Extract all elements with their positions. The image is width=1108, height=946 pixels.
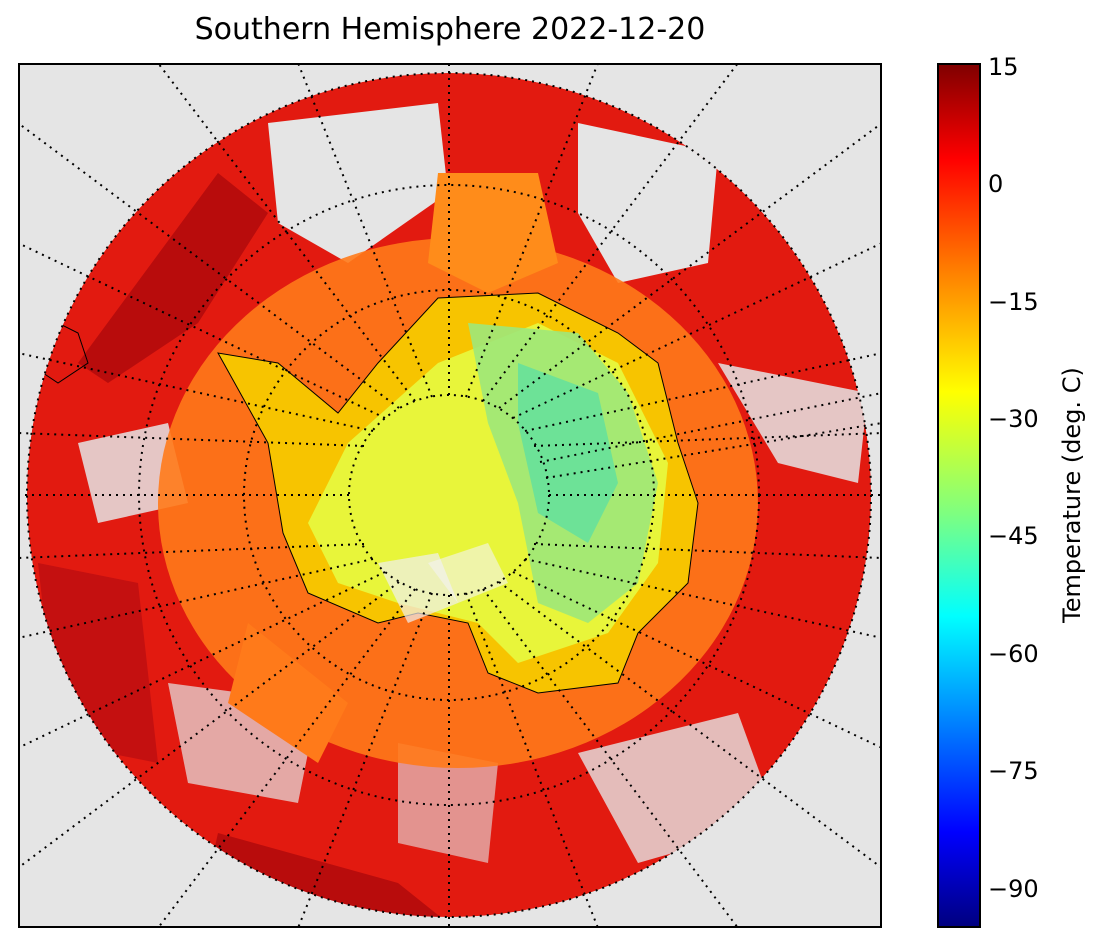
colorbar-tick-label: −90 [988,875,1039,903]
cloud-gap [398,743,498,863]
colorbar-tick-label: 0 [988,170,1004,198]
map-title: Southern Hemisphere 2022-12-20 [194,12,706,47]
colorbar-tick-label: −75 [988,757,1039,785]
colorbar-label: Temperature (deg. C) [1058,367,1086,623]
colorbar-tick-label: 15 [988,53,1019,81]
coldest-plateau [518,363,618,543]
cloud-gap [268,103,448,263]
colorbar-tick-label: −15 [988,288,1039,316]
cold-cloud-band [228,623,348,763]
cloud-gap [718,363,868,483]
colorbar-tick-label: −45 [988,522,1039,550]
map-border [18,63,882,928]
warm-patch [78,173,268,383]
temperature-field [27,73,871,917]
cloud-gap [578,123,718,283]
colorbar-gradient [937,63,981,928]
ice-shelf-gap [428,543,508,603]
polar-map[interactable] [18,63,882,928]
graticule [18,63,882,928]
colorbar [937,63,981,928]
cold-cloud-band [428,173,558,293]
colorbar-tick-label: −30 [988,405,1039,433]
colorbar-tick-label: −60 [988,640,1039,668]
map-panel[interactable] [18,63,882,928]
